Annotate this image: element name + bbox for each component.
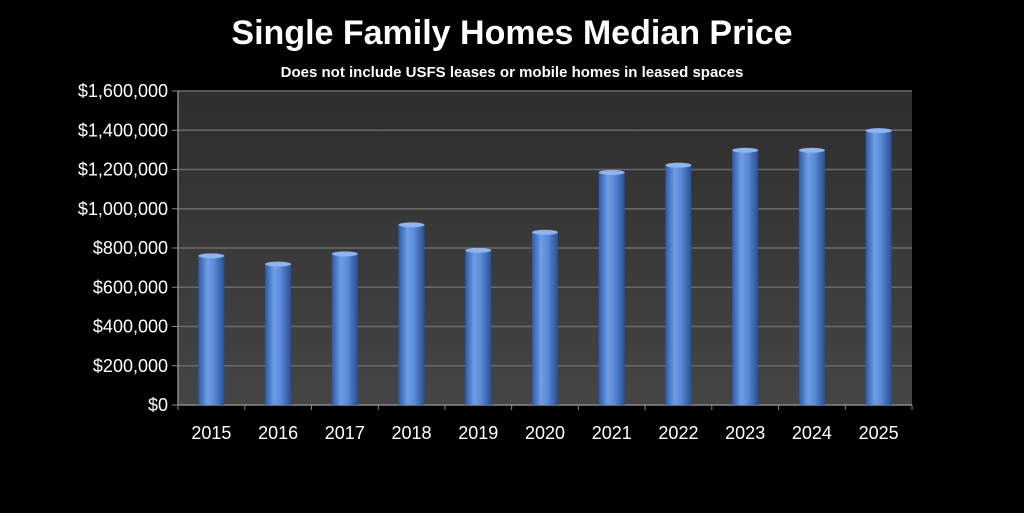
y-tick-label: $1,000,000 [78, 199, 168, 219]
bar [398, 224, 425, 405]
y-tick-label: $200,000 [93, 356, 168, 376]
x-tick-label: 2025 [859, 423, 899, 443]
bar [198, 255, 225, 405]
x-tick-label: 2020 [525, 423, 565, 443]
bar-cap [398, 222, 425, 228]
y-tick-label: $400,000 [93, 317, 168, 337]
bar-cap [465, 247, 492, 253]
x-tick-label: 2022 [658, 423, 698, 443]
x-tick-label: 2024 [792, 423, 832, 443]
bar [665, 165, 692, 405]
x-tick-label: 2019 [458, 423, 498, 443]
x-tick-label: 2015 [191, 423, 231, 443]
x-tick-label: 2018 [392, 423, 432, 443]
bar [732, 150, 759, 405]
y-tick-label: $0 [148, 395, 168, 415]
chart-subtitle: Does not include USFS leases or mobile h… [280, 64, 744, 81]
bar [798, 150, 825, 405]
y-tick-label: $1,600,000 [78, 81, 168, 101]
bar [532, 232, 558, 405]
y-tick-label: $1,400,000 [78, 120, 168, 140]
x-tick-label: 2017 [325, 423, 365, 443]
bar-cap [798, 147, 825, 153]
bar-cap [331, 251, 358, 257]
bar-cap [732, 147, 759, 153]
bar [465, 250, 492, 405]
bar-cap [265, 261, 292, 267]
x-tick-label: 2023 [725, 423, 765, 443]
bar-cap [598, 169, 625, 175]
bottom-border [0, 513, 1024, 516]
bar [598, 172, 625, 405]
bar [265, 264, 292, 405]
bar-cap [865, 128, 892, 134]
bar-cap [665, 162, 692, 168]
y-tick-label: $1,200,000 [78, 160, 168, 180]
x-tick-label: 2021 [592, 423, 632, 443]
bar [331, 253, 358, 405]
y-tick-label: $800,000 [93, 238, 168, 258]
bar-cap [198, 253, 225, 259]
chart-title: Single Family Homes Median Price [231, 14, 793, 52]
bar [865, 130, 892, 405]
bar-cap [532, 229, 558, 235]
x-tick-label: 2016 [258, 423, 298, 443]
y-tick-label: $600,000 [93, 277, 168, 297]
